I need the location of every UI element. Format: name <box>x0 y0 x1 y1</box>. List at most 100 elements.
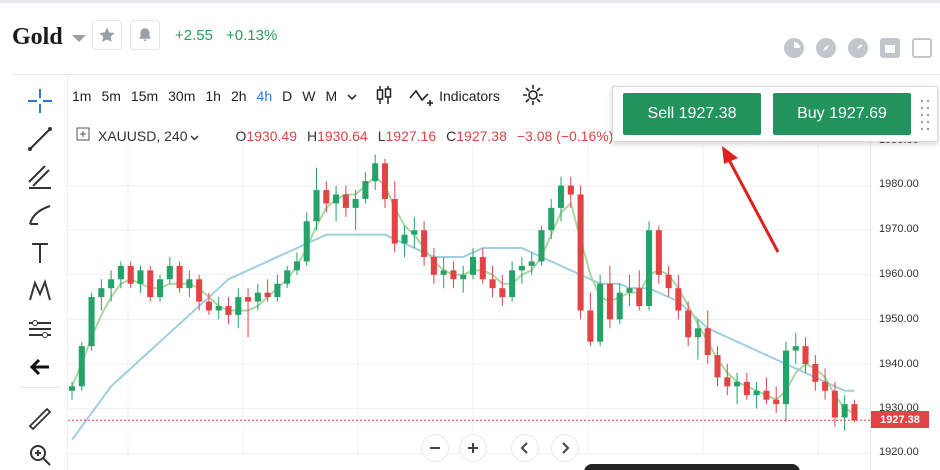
price-change-pct: +0.13% <box>226 27 278 44</box>
candle <box>98 279 105 311</box>
gauge-icon[interactable] <box>848 38 868 58</box>
candle-body <box>528 261 535 266</box>
indicators-icon <box>409 89 434 106</box>
candle-body <box>802 346 809 364</box>
candle <box>381 158 389 208</box>
candle <box>303 212 310 266</box>
scroll-left-button[interactable] <box>511 434 539 462</box>
legend-expand-icon[interactable] <box>76 127 90 144</box>
candle <box>587 292 594 347</box>
close-value: 1927.38 <box>456 127 507 144</box>
candle <box>372 154 379 191</box>
candle-body <box>743 381 750 396</box>
fullscreen-icon[interactable] <box>912 38 932 58</box>
candle <box>704 310 711 364</box>
candle-body <box>694 328 701 338</box>
annotation-arrow-icon <box>722 146 780 253</box>
candle-body <box>381 163 389 199</box>
timeframe-5m[interactable]: 5m <box>101 88 121 104</box>
zoom-in-icon[interactable] <box>26 441 54 469</box>
timeframe-m[interactable]: M <box>325 88 338 104</box>
candle <box>284 265 291 289</box>
zoom-out-button[interactable] <box>421 434 449 462</box>
settings-gear-icon[interactable] <box>522 84 544 109</box>
candle-body <box>440 270 447 275</box>
candle <box>782 341 790 422</box>
candle-body <box>509 270 516 298</box>
fib-channel-icon[interactable] <box>26 163 54 191</box>
close-key: C <box>446 127 457 144</box>
candle <box>851 399 858 422</box>
candle <box>166 256 173 284</box>
timeframe-toolbar: 1m 5m 15m 30m 1h 2h 4h D W M Indicators <box>72 82 544 110</box>
candle-body <box>401 234 408 244</box>
arrow-left-icon[interactable] <box>26 353 54 381</box>
candle <box>822 368 829 400</box>
candle <box>567 176 574 208</box>
candle-body <box>479 256 486 280</box>
symbol-title[interactable]: Gold <box>12 24 63 50</box>
candle <box>88 292 95 351</box>
star-icon <box>99 27 115 43</box>
candle <box>724 364 731 396</box>
ruler-icon[interactable] <box>26 405 54 433</box>
trend-line-icon[interactable] <box>26 125 54 153</box>
chevron-down-icon[interactable] <box>72 35 86 42</box>
candle <box>225 297 232 324</box>
pie-chart-icon[interactable] <box>784 38 804 58</box>
candle-body <box>342 194 349 208</box>
drag-handle-icon[interactable] <box>919 97 931 133</box>
price-chart[interactable] <box>68 145 870 455</box>
pattern-icon[interactable] <box>26 277 54 305</box>
candle-body <box>763 390 770 400</box>
candle-body <box>391 198 398 244</box>
timeframe-2h[interactable]: 2h <box>230 88 247 104</box>
symbol-interval[interactable]: XAUUSD, 240 <box>98 127 188 144</box>
crosshair-icon[interactable] <box>26 87 54 115</box>
zoom-in-button[interactable] <box>459 434 487 462</box>
measure-levels-icon[interactable] <box>26 315 54 343</box>
candle <box>274 274 281 302</box>
candle-body <box>557 185 565 208</box>
candles-icon[interactable] <box>375 85 393 108</box>
chevron-down-icon[interactable] <box>347 88 357 104</box>
trade-panel: Sell 1927.38 Buy 1927.69 <box>612 86 938 142</box>
candle-body <box>186 279 193 289</box>
chevron-down-icon[interactable] <box>190 128 199 144</box>
toolbar-divider <box>20 387 60 388</box>
alert-button[interactable] <box>130 20 160 50</box>
candle <box>753 381 760 409</box>
calendar-icon[interactable] <box>880 38 900 58</box>
timeframe-30m[interactable]: 30m <box>168 88 196 104</box>
timeframe-15m[interactable]: 15m <box>130 88 159 104</box>
candle-body <box>235 297 242 315</box>
sell-button[interactable]: Sell 1927.38 <box>623 93 761 135</box>
candle-body <box>675 288 682 311</box>
candle <box>333 185 340 222</box>
header-icons <box>784 38 932 58</box>
candle <box>597 274 604 347</box>
indicators-button[interactable]: Indicators <box>409 86 500 106</box>
favorite-button[interactable] <box>92 20 122 50</box>
candle <box>841 395 848 431</box>
scroll-right-button[interactable] <box>551 434 579 462</box>
text-tool-icon[interactable] <box>26 239 54 267</box>
brush-icon[interactable] <box>26 201 54 229</box>
candle-body <box>538 230 545 262</box>
timeframe-d[interactable]: D <box>282 88 293 104</box>
timeframe-1m[interactable]: 1m <box>72 88 92 104</box>
timeframe-4h[interactable]: 4h <box>256 88 273 104</box>
candle-body <box>753 390 760 396</box>
change-value: −3.08 (−0.16%) <box>516 127 614 144</box>
timeframe-1h[interactable]: 1h <box>205 88 221 104</box>
candle-body <box>68 386 76 391</box>
candle-body <box>372 163 379 182</box>
compass-icon[interactable] <box>816 38 836 58</box>
candle-body <box>577 194 584 311</box>
buy-button[interactable]: Buy 1927.69 <box>773 93 911 135</box>
candle-body <box>156 279 164 298</box>
candle-body <box>782 350 790 405</box>
timeframe-w[interactable]: W <box>302 88 316 104</box>
candle <box>215 297 222 320</box>
